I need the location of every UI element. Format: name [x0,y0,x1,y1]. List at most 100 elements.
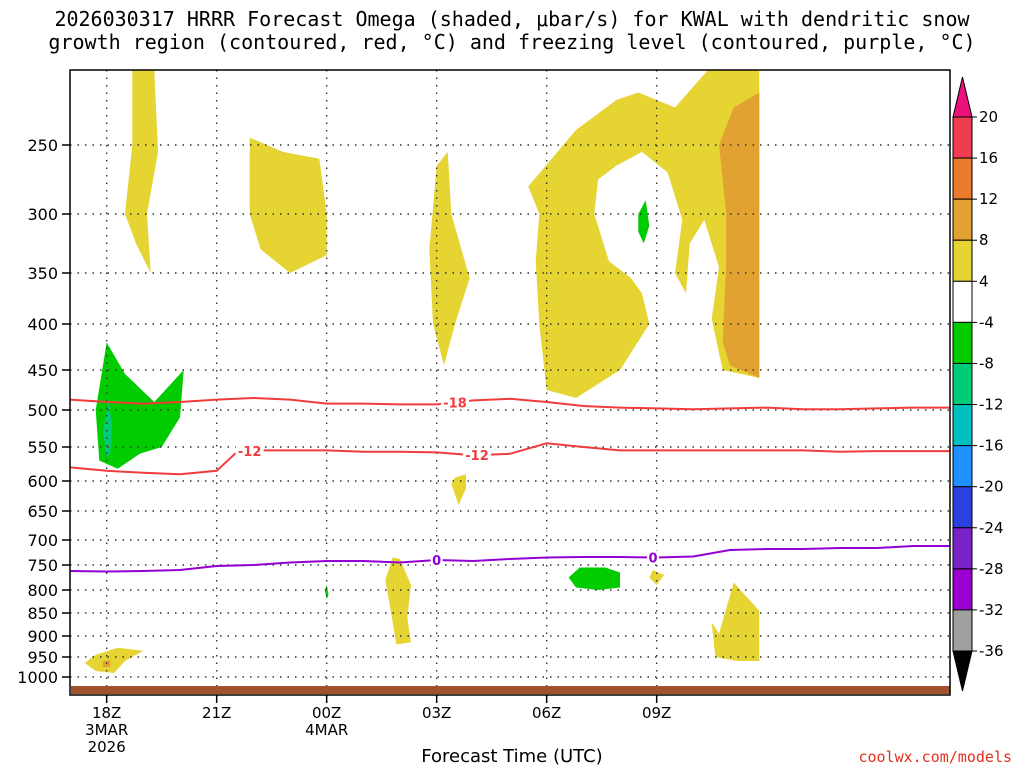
colorbar-label: -24 [979,519,1004,537]
colorbar-label: -32 [979,601,1004,619]
y-tick-label-1000: 1000 [17,668,58,687]
omega-region-green-00z-blob [312,562,345,634]
colorbar-bottom-cap [952,650,973,692]
contour-dgz-minus12 [70,442,950,476]
colorbar-label: -8 [979,354,994,372]
x-tick-sublabel: 4MAR [305,721,348,739]
contour-label-dgz-minus18: -18 [443,396,467,411]
omega-region-yellow-03z-column [429,151,470,366]
colorbar-label: -12 [979,396,1004,414]
omega-region-teal-middle-lower [568,567,620,590]
omega-region-green-right-edge [722,505,760,545]
x-tick-sublabel: 2026 [88,738,126,756]
contour-dgz-minus18 [70,396,950,411]
y-tick-label-500: 500 [27,401,58,420]
y-tick-label-750: 750 [27,556,58,575]
title-line-1: 2026030317 HRRR Forecast Omega (shaded, … [54,7,970,31]
contour-label-dgz-minus12: -12 [465,449,489,464]
colorbar-label: 8 [979,231,989,249]
colorbar-label: -16 [979,437,1004,455]
x-tick-label-18Z: 18Z [92,704,121,722]
colorbar-bin [952,157,973,200]
omega-region-yellow-lower-center [385,557,411,645]
omega-region-yellow-lower-right [711,582,760,661]
y-tick-label-300: 300 [27,205,58,224]
contour-label-bg [647,550,659,565]
colorbar-bin [952,198,973,241]
omega-region-green-500-right [675,370,697,440]
contour-label-bg [463,448,491,463]
colorbar-bin [952,609,973,652]
contour-label-freezing-0: 0 [648,551,657,566]
ground-band [71,686,950,694]
y-tick-label-900: 900 [27,627,58,646]
omega-region-cyan-00z-blob [324,585,329,600]
colorbar-bin [952,568,973,611]
colorbar-bin [952,527,973,570]
title-line-2: growth region (contoured, red, °C) and f… [48,30,976,54]
colorbar-bin [952,486,973,529]
omega-region-yellow-upper-left [125,70,158,273]
colorbar-bin [952,116,973,159]
y-tick-label-250: 250 [27,136,58,155]
contour-label-bg [235,444,264,459]
omega-region-green-21z-streak [198,200,217,329]
omega-region-yellow-right-mass [528,70,760,398]
colorbar-bin [952,445,973,488]
y-tick-label-700: 700 [27,531,58,550]
contour-label-bg [430,553,443,567]
y-tick-label-800: 800 [27,581,58,600]
omega-region-green-bottom-left [136,664,158,673]
x-axis-label: Forecast Time (UTC) [421,746,603,767]
contour-label-bg [441,395,469,410]
colorbar: 20 16 12 8 4 -4 -8 -12 -16 -20 -24 -28 -32 -36 [952,76,1004,692]
colorbar-top-cap [952,76,973,118]
colorbar-label: -20 [979,478,1004,496]
contour-label-freezing-0: 0 [432,554,441,569]
omega-region-yellow-03z-blob [451,474,466,505]
colorbar-bin [952,404,973,447]
credit-link[interactable]: coolwx.com/models [858,748,1012,766]
y-tick-label-550: 550 [27,438,58,457]
colorbar-label: -36 [979,642,1004,660]
y-axis: 250 300 350 400 450 500 550 600 650 700 750 800 850 9… [17,136,70,687]
colorbar-label: 16 [979,149,998,167]
x-tick-label-06Z: 06Z [532,704,561,722]
colorbar-label: -28 [979,560,1004,578]
x-tick-label-09Z: 09Z [642,704,671,722]
omega-region-orange-right-edge [719,92,760,378]
x-tick-label-21Z: 21Z [202,704,231,722]
contour-freezing-0 [70,545,950,573]
y-tick-label-850: 850 [27,604,58,623]
y-tick-label-650: 650 [27,502,58,521]
omega-region-yellow-lower-left [84,647,144,673]
colorbar-bin [952,280,973,323]
ground-layer [71,686,950,694]
y-tick-label-600: 600 [27,472,58,491]
omega-shading [81,70,760,673]
y-tick-label-400: 400 [27,315,58,334]
omega-region-teal-left [95,342,184,469]
omega-region-yellow-upper-center [249,137,327,273]
y-tick-label-950: 950 [27,648,58,667]
colorbar-bin [952,239,973,282]
omega-region-yellow-08z-blob [649,570,664,585]
colorbar-label: 20 [979,108,998,126]
x-tick-label-00Z: 00Z [312,704,341,722]
omega-region-cyan-left [103,402,113,458]
omega-region-teal-right-upper [638,200,650,244]
colorbar-label: -4 [979,313,994,331]
colorbar-bin [952,321,973,364]
contour-label-dgz-minus12: -12 [238,445,262,460]
y-tick-label-350: 350 [27,264,58,283]
colorbar-label: 4 [979,272,989,290]
y-tick-label-450: 450 [27,361,58,380]
plot-frame [69,69,951,696]
colorbar-bin [952,362,973,406]
colorbar-label: 12 [979,190,998,208]
chart-title: 2026030317 HRRR Forecast Omega (shaded, … [0,8,1024,54]
x-tick-label-03Z: 03Z [422,704,451,722]
